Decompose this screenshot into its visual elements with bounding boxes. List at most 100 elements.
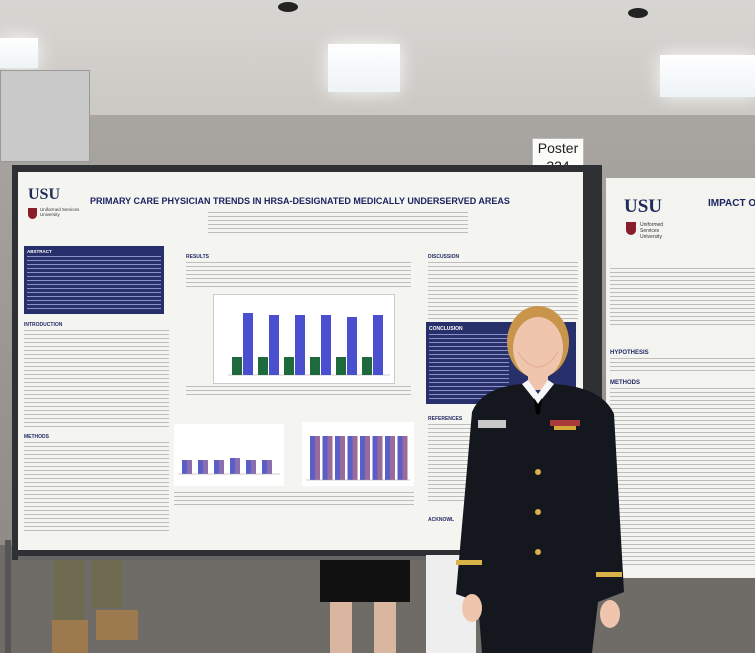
figure1-caption xyxy=(186,386,411,398)
ribbon-bar xyxy=(550,420,580,426)
figure-bar xyxy=(198,460,203,474)
figure-bar xyxy=(284,357,294,375)
background-person xyxy=(318,560,413,653)
neck xyxy=(528,374,548,390)
name-tag xyxy=(478,420,506,428)
figure-captions xyxy=(174,492,414,506)
figure-bar xyxy=(402,436,408,480)
figure-bar xyxy=(397,436,403,480)
uniform-jacket xyxy=(456,384,624,653)
abstract-heading: ABSTRACT xyxy=(27,249,52,254)
usu-logo: USU Uniformed Services University xyxy=(24,186,82,226)
wall-sign xyxy=(0,70,90,162)
figure-bar xyxy=(262,460,267,474)
results-bar-chart xyxy=(213,294,395,384)
small-bar-chart-left xyxy=(174,424,284,486)
figure-bar xyxy=(347,436,353,480)
figure-bar xyxy=(385,436,390,480)
author-lines xyxy=(208,212,468,234)
main-poster: USU Uniformed Services University PRIMAR… xyxy=(18,172,583,550)
bar-chart-svg xyxy=(228,313,390,376)
figure-bar xyxy=(327,436,333,480)
figure-bar xyxy=(362,357,372,375)
ceiling-light xyxy=(0,38,38,68)
sleeve-stripe xyxy=(596,572,622,577)
easel-leg xyxy=(18,556,438,560)
figure-bar xyxy=(365,436,370,480)
adjacent-poster: USU Uniformed Services University IMPACT… xyxy=(606,178,755,578)
poster2-text xyxy=(610,268,755,328)
bar-group xyxy=(310,436,408,480)
acknowledgments-heading: ACKNOWL xyxy=(428,517,455,523)
gold-button xyxy=(535,509,541,515)
ceiling-light xyxy=(328,44,400,92)
left-hand xyxy=(462,594,482,622)
figure-bar xyxy=(235,458,240,474)
logo-text: USU xyxy=(28,186,61,203)
figure-bar xyxy=(340,436,345,480)
gold-button xyxy=(535,469,541,475)
abstract-text xyxy=(27,256,161,310)
discussion-heading: DISCUSSION xyxy=(428,254,460,260)
figure-bar xyxy=(187,460,192,474)
figure-bar xyxy=(243,313,253,375)
bar-group xyxy=(182,458,272,474)
logo-subtitle: Uniformed Services University xyxy=(640,222,664,240)
small-chart-left-svg xyxy=(178,458,280,475)
shield-icon xyxy=(626,222,636,235)
figure-bar xyxy=(251,460,256,474)
figure-bar xyxy=(390,436,395,480)
small-chart-right-svg xyxy=(306,436,410,481)
figure-bar xyxy=(267,460,272,474)
gold-button xyxy=(535,549,541,555)
abstract-box: ABSTRACT xyxy=(24,246,164,314)
figure-bar xyxy=(321,315,331,375)
figure-bar xyxy=(203,460,208,474)
figure-bar xyxy=(322,436,328,480)
introduction-text xyxy=(24,330,169,430)
usu-logo-2: USU Uniformed Services University xyxy=(622,196,682,240)
small-bar-chart-right xyxy=(302,422,414,486)
figure-bar xyxy=(246,460,251,474)
figure-bar xyxy=(232,357,242,375)
methods-text-2 xyxy=(610,388,755,568)
results-text xyxy=(186,262,411,290)
bar-group xyxy=(232,313,383,375)
background-soldier-legs xyxy=(48,560,138,653)
figure-bar xyxy=(377,436,383,480)
conclusion-text xyxy=(429,334,509,400)
smile xyxy=(517,351,559,368)
shield-icon xyxy=(28,208,37,219)
results-heading: RESULTS xyxy=(186,254,209,260)
figure-bar xyxy=(295,315,305,375)
poster-label: Poster xyxy=(537,140,579,156)
logo-text: USU xyxy=(624,196,663,217)
poster2-title: IMPACT O xyxy=(708,198,755,209)
hypothesis-text xyxy=(610,358,755,374)
person-in-navy-uniform xyxy=(452,302,632,653)
poster-title: PRIMARY CARE PHYSICIAN TRENDS IN HRSA-DE… xyxy=(90,196,510,206)
figure-bar xyxy=(336,357,346,375)
figure-bar xyxy=(310,436,315,480)
ceiling-vent xyxy=(278,2,298,12)
figure-bar xyxy=(269,315,279,375)
face xyxy=(513,317,563,379)
figure-bar xyxy=(372,436,378,480)
figure-bar xyxy=(310,357,320,375)
figure-bar xyxy=(214,460,219,474)
right-hand xyxy=(600,600,620,628)
necktie xyxy=(534,398,542,414)
ceiling-vent xyxy=(628,8,648,18)
figure-bar xyxy=(219,460,224,474)
figure-bar xyxy=(347,317,357,375)
shirt-collar xyxy=(522,380,554,404)
figure-bar xyxy=(373,315,383,375)
uniform-figure xyxy=(456,306,624,653)
hypothesis-heading: HYPOTHESIS xyxy=(610,350,649,356)
ceiling-light xyxy=(660,55,755,97)
figure-bar xyxy=(258,357,268,375)
sleeve-stripe xyxy=(456,560,482,565)
figure-bar xyxy=(230,458,235,474)
methods-heading: METHODS xyxy=(24,434,49,440)
